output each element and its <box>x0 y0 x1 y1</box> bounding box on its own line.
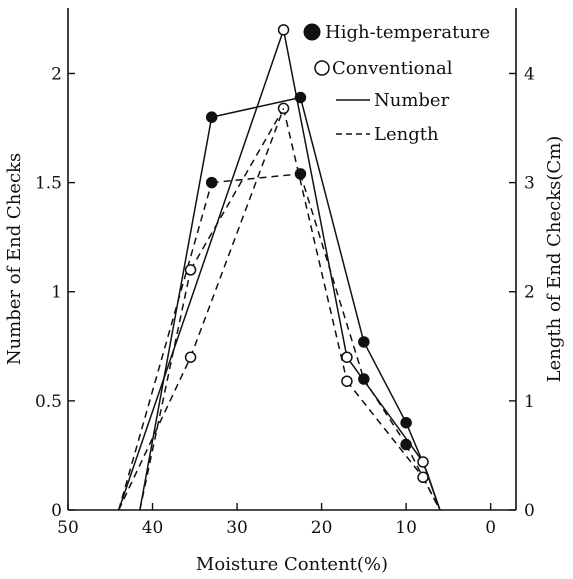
data-point-open <box>184 264 197 276</box>
y-left-tick-label: 0 <box>51 501 62 521</box>
data-point-open <box>277 24 290 36</box>
y-left-tick-label: 2 <box>51 64 62 84</box>
series-line-segment <box>117 182 213 511</box>
y-right-tick-label: 0 <box>524 501 535 521</box>
y-right-tick-label: 1 <box>524 392 535 412</box>
series <box>139 91 441 511</box>
y-left-tick-label: 1 <box>51 283 62 303</box>
data-point-filled <box>400 416 412 429</box>
y-right-tick-label: 4 <box>524 64 535 84</box>
data-point-open <box>277 102 290 115</box>
legend-open-circle-marker <box>314 60 330 76</box>
y-right-axis-title: Length of End Checks(Cm) <box>544 136 565 383</box>
series <box>139 102 441 511</box>
legend-length-label: Length <box>374 124 439 145</box>
series-line-segment <box>118 356 192 511</box>
series-layer <box>117 24 441 511</box>
y-left-axis-title: Number of End Checks <box>4 153 25 365</box>
x-tick-label: 30 <box>226 518 248 538</box>
x-tick-label: 10 <box>395 518 417 538</box>
data-point-filled <box>205 111 218 123</box>
series-line-segment <box>422 461 441 511</box>
x-tick-label: 40 <box>142 518 164 538</box>
series-line-segment <box>282 29 348 358</box>
legend-conventional-label: Conventional <box>332 58 453 79</box>
x-axis-title: Moisture Content(%) <box>196 554 388 575</box>
y-right-tick-label: 3 <box>524 174 535 194</box>
data-point-filled <box>294 91 307 104</box>
data-point-filled <box>205 176 218 189</box>
legend: High-temperature Conventional Number Length <box>303 22 490 145</box>
series-line-segment <box>189 108 285 358</box>
series-line-segment <box>363 341 407 424</box>
data-point-open <box>184 351 197 363</box>
series-line-segment <box>211 96 301 118</box>
series-line-segment <box>139 116 213 511</box>
x-tick-label: 50 <box>57 518 79 538</box>
y-right-tick-label: 2 <box>524 283 535 303</box>
series-line-segment <box>346 380 424 478</box>
series-line-segment <box>189 108 285 271</box>
series <box>118 108 285 511</box>
data-point-open <box>417 456 429 468</box>
data-point-filled <box>358 336 370 348</box>
data-point-filled <box>294 168 307 180</box>
x-tick-label: 20 <box>311 518 333 538</box>
series-line-segment <box>346 356 424 463</box>
series-line-segment <box>422 476 441 511</box>
series-line-segment <box>139 269 192 511</box>
y-left-tick-label: 1.5 <box>35 174 62 194</box>
legend-filled-circle-marker <box>303 23 321 41</box>
legend-number-label: Number <box>374 90 450 111</box>
series-line-segment <box>299 173 365 380</box>
data-point-open <box>341 351 353 363</box>
legend-high-temperature-label: High-temperature <box>325 22 490 43</box>
x-tick-label: 0 <box>485 518 496 538</box>
series-line-segment <box>211 173 301 184</box>
data-point-open <box>341 375 353 387</box>
series <box>118 24 441 511</box>
series-line-segment <box>118 29 285 511</box>
data-point-open <box>417 471 429 484</box>
series-line-segment <box>282 108 348 382</box>
series <box>117 168 441 511</box>
series-line-segment <box>299 97 365 343</box>
y-left-tick-label: 0.5 <box>35 392 62 412</box>
